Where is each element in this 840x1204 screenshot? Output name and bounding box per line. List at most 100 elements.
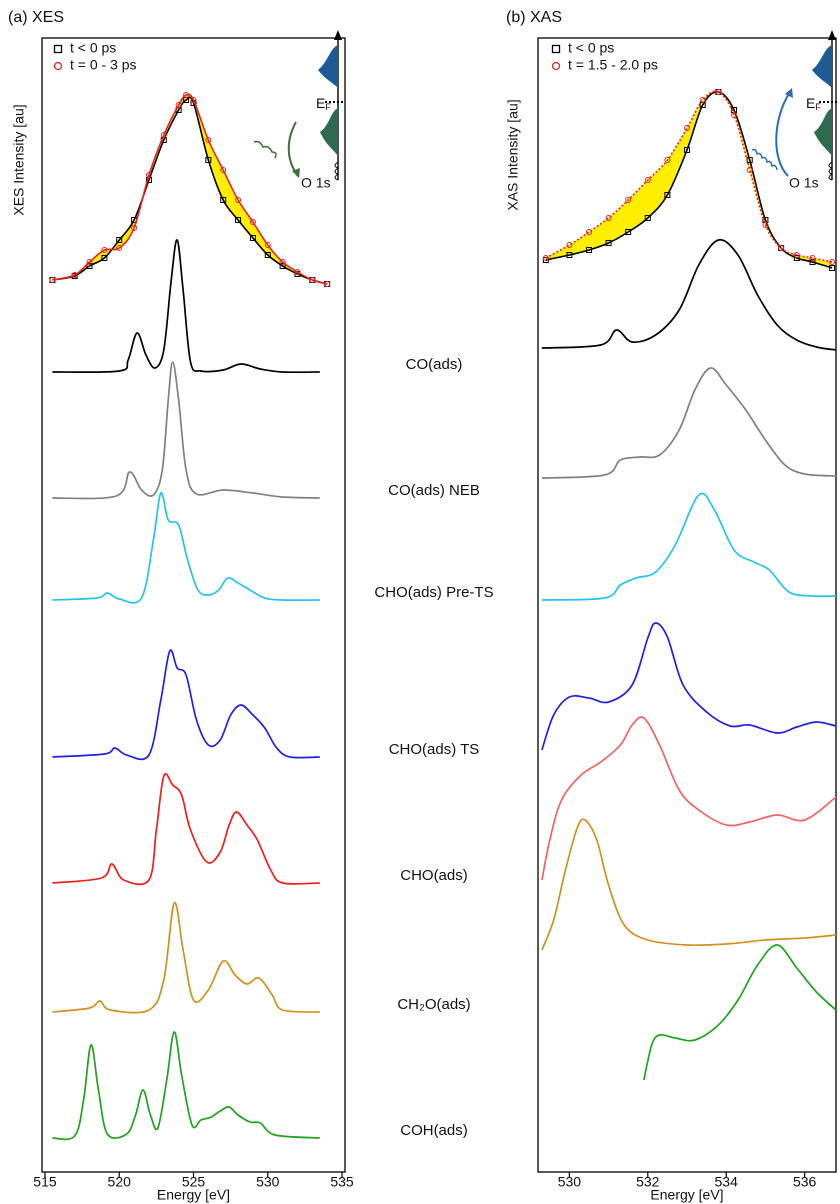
legend-marker — [53, 44, 63, 54]
panel-title: (a) XES — [8, 9, 64, 26]
data-marker — [220, 197, 227, 203]
fit-line — [52, 96, 328, 285]
data-marker — [715, 89, 722, 95]
data-marker — [664, 192, 671, 198]
inset-band — [320, 108, 338, 156]
data-marker — [605, 215, 612, 221]
plot-frame — [41, 37, 346, 1173]
data-marker — [264, 242, 271, 248]
data-marker — [131, 225, 138, 231]
data-marker — [684, 147, 690, 153]
legend-label: t < 0 ps — [568, 40, 614, 56]
inset-arrowhead — [292, 168, 300, 178]
spectrum-label: CO(ads) NEB — [388, 482, 480, 499]
inset-a: EF O 1s — [253, 30, 345, 191]
inset-band — [318, 45, 338, 88]
x-axis-label: Energy [eV] — [650, 1187, 723, 1203]
data-marker — [183, 92, 190, 98]
data-marker — [644, 215, 651, 221]
data-marker — [101, 255, 108, 261]
x-tick-label: 536 — [793, 1174, 817, 1190]
data-marker — [235, 217, 242, 223]
data-marker — [116, 237, 123, 243]
legend-label: t = 1.5 - 2.0 ps — [568, 57, 658, 73]
spectrum-line — [541, 622, 837, 751]
panel-title: (b) XAS — [506, 9, 562, 26]
inset-band — [814, 108, 832, 156]
spectrum-line — [52, 361, 320, 500]
inset-core-label: O 1s — [301, 175, 331, 191]
data-marker — [778, 245, 785, 251]
data-marker — [86, 263, 93, 269]
data-marker — [175, 102, 182, 108]
spectrum-line — [643, 944, 837, 1081]
inset-transition — [287, 121, 299, 177]
inset-arrowhead — [785, 88, 793, 98]
inset-fermi-label: EF — [316, 95, 331, 113]
data-marker — [699, 97, 706, 103]
inset-transition — [775, 91, 791, 177]
data-marker — [324, 281, 331, 287]
inset-band — [812, 45, 832, 88]
spectrum-label: CO(ads) — [406, 356, 463, 373]
data-marker — [49, 277, 56, 283]
inset-core-label: O 1s — [789, 175, 819, 191]
data-marker — [249, 219, 256, 225]
spectrum-label: CHO(ads) — [400, 867, 468, 884]
x-tick-label: 534 — [715, 1174, 739, 1190]
plot-frame — [537, 37, 837, 1173]
data-marker — [190, 97, 197, 103]
spectrum-line — [541, 716, 837, 881]
fit-line — [52, 93, 328, 285]
inset-core — [334, 161, 340, 181]
data-marker — [731, 112, 738, 118]
x-axis-label: Energy [eV] — [157, 1187, 230, 1203]
data-marker — [205, 137, 212, 143]
spectrum-line — [52, 772, 320, 886]
data-marker — [809, 259, 816, 265]
data-marker — [793, 255, 800, 261]
data-marker — [644, 177, 651, 183]
spectrum-label: CHO(ads) TS — [389, 741, 480, 758]
data-marker — [101, 247, 108, 253]
x-tick-label: 525 — [182, 1174, 206, 1190]
legend-label: t = 0 - 3 ps — [70, 57, 137, 73]
data-marker — [829, 265, 836, 271]
data-marker — [793, 252, 800, 258]
data-marker — [264, 252, 271, 258]
legend-label: t < 0 ps — [70, 40, 116, 56]
inset-fermi-label: EF — [806, 95, 821, 113]
data-marker — [542, 255, 549, 261]
data-marker — [86, 259, 93, 265]
data-marker — [294, 269, 301, 275]
data-marker — [585, 229, 592, 235]
spectrum-line — [52, 239, 320, 374]
data-marker — [249, 235, 256, 241]
inset-core — [828, 161, 834, 181]
y-axis-label: XAS Intensity [au] — [505, 99, 521, 210]
x-tick-label: 520 — [108, 1174, 132, 1190]
x-tick-label: 530 — [558, 1174, 582, 1190]
spectrum-line — [52, 1031, 320, 1141]
spectrum-line — [541, 492, 837, 601]
y-axis-label: XES Intensity [au] — [11, 104, 27, 215]
spectrum-line — [52, 649, 320, 761]
spectrum-line — [541, 367, 837, 479]
x-tick-label: 515 — [33, 1174, 57, 1190]
spectrum-line — [52, 492, 320, 604]
data-marker — [625, 197, 632, 203]
spectrum-line — [541, 238, 837, 351]
data-marker — [829, 259, 836, 265]
data-marker — [566, 252, 573, 258]
data-marker — [605, 240, 612, 246]
data-marker — [235, 197, 242, 203]
data-marker — [809, 255, 816, 261]
inset-photon — [751, 148, 778, 171]
spectrum-label: CH₂O(ads) — [397, 996, 470, 1013]
legend-marker — [551, 44, 561, 54]
x-tick-label: 532 — [636, 1174, 660, 1190]
data-marker — [309, 277, 316, 283]
spectrum-line — [52, 902, 320, 1014]
data-marker — [279, 259, 286, 265]
